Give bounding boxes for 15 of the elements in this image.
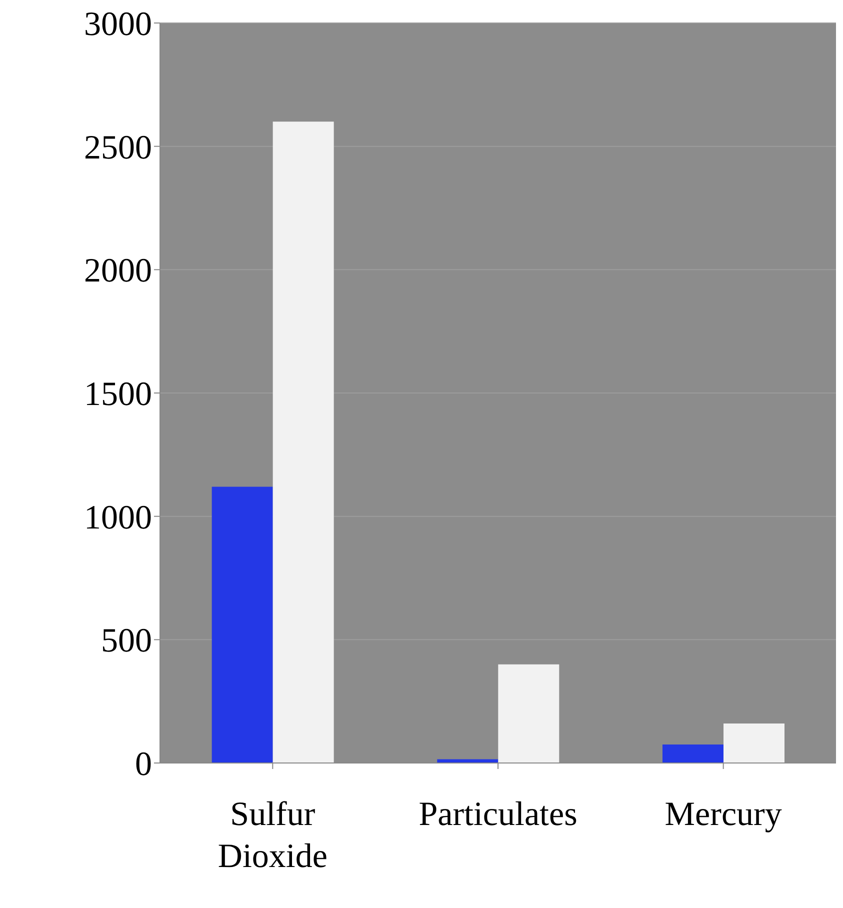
x-tick-label: Mercury [664,796,782,833]
y-tick-label: 1500 [84,376,152,414]
bar [662,744,724,763]
x-tick-label: Sulfur Dioxide [218,796,328,875]
y-tick-label: 500 [101,622,152,660]
y-tick-label: 1000 [84,499,152,536]
y-tick-label: 2500 [84,129,152,166]
y-tick-label: 2000 [84,252,152,290]
y-tick-label: 3000 [84,6,152,44]
x-tick-label: Particulates [418,796,578,833]
y-tick-label: 0 [135,746,152,784]
bar [498,664,560,763]
bar [212,486,273,763]
bar [723,724,784,763]
bar [272,122,334,763]
